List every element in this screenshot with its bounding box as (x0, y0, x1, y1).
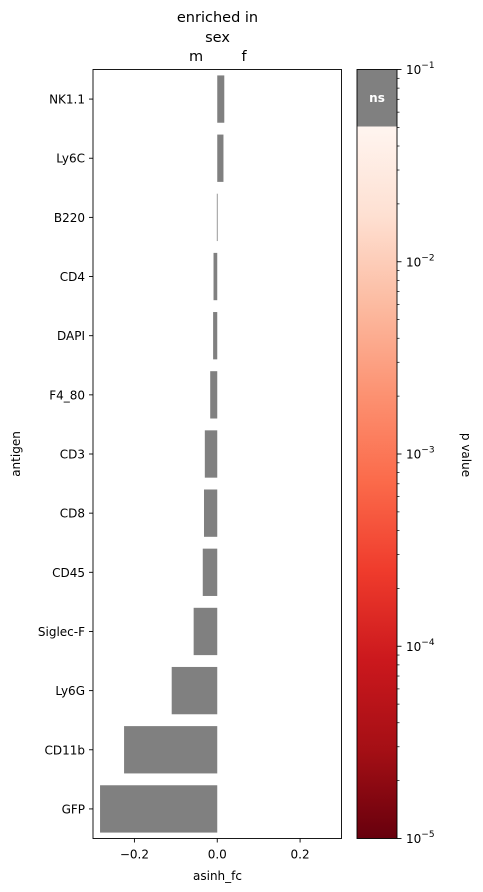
direction-label-left: m (189, 49, 203, 65)
chart-title-line-1: enriched in (177, 10, 258, 26)
bar-b220 (216, 193, 218, 242)
y-tick-label: CD3 (60, 448, 85, 462)
x-tick-label: 0.2 (291, 848, 310, 862)
x-axis-label: asinh_fc (193, 869, 242, 883)
y-axis-label: antigen (9, 431, 23, 477)
y-tick-label: Ly6C (56, 152, 85, 166)
direction-label-right: f (241, 49, 247, 65)
x-tick-label: 0.0 (208, 848, 227, 862)
y-tick-label: Siglec-F (38, 625, 85, 639)
bar-gfp (100, 785, 218, 833)
y-tick-label: F4_80 (49, 388, 85, 402)
bar-dapi (213, 312, 218, 360)
y-tick-label: CD8 (60, 507, 85, 521)
bar-ly6c (217, 134, 224, 182)
colorbar-tick-label: 10−4 (406, 638, 435, 654)
bar-cd8 (203, 489, 218, 537)
y-tick-label: B220 (54, 211, 85, 225)
y-tick-label: GFP (62, 802, 85, 816)
colorbar-gradient (357, 126, 397, 839)
y-tick-label: CD11b (44, 743, 85, 757)
bar-siglec-f (193, 607, 218, 656)
chart-title-line-2: sex (205, 30, 230, 46)
colorbar-tick-label: 10−5 (406, 830, 435, 846)
y-tick-label: NK1.1 (49, 93, 85, 107)
colorbar-tick-label: 10−1 (406, 61, 435, 77)
bar-cd3 (204, 430, 218, 478)
y-tick-label: CD4 (60, 270, 85, 284)
bar-cd45 (202, 548, 218, 596)
y-tick-label: CD45 (52, 566, 85, 580)
colorbar-tick-label: 10−2 (406, 253, 435, 269)
bar-f4-80 (210, 371, 218, 419)
colorbar-ns-band (357, 69, 397, 127)
colorbar-label: p value (459, 433, 473, 477)
bar-cd4 (213, 252, 218, 301)
colorbar-ns-label: ns (369, 91, 385, 105)
y-tick-label: DAPI (57, 329, 85, 343)
bar-ly6g (171, 666, 218, 715)
bar-nk1-1 (217, 75, 225, 123)
y-tick-label: Ly6G (55, 684, 85, 698)
bar-cd11b (124, 726, 218, 774)
x-tick-label: −0.2 (120, 848, 149, 862)
colorbar-tick-label: 10−3 (406, 446, 435, 462)
